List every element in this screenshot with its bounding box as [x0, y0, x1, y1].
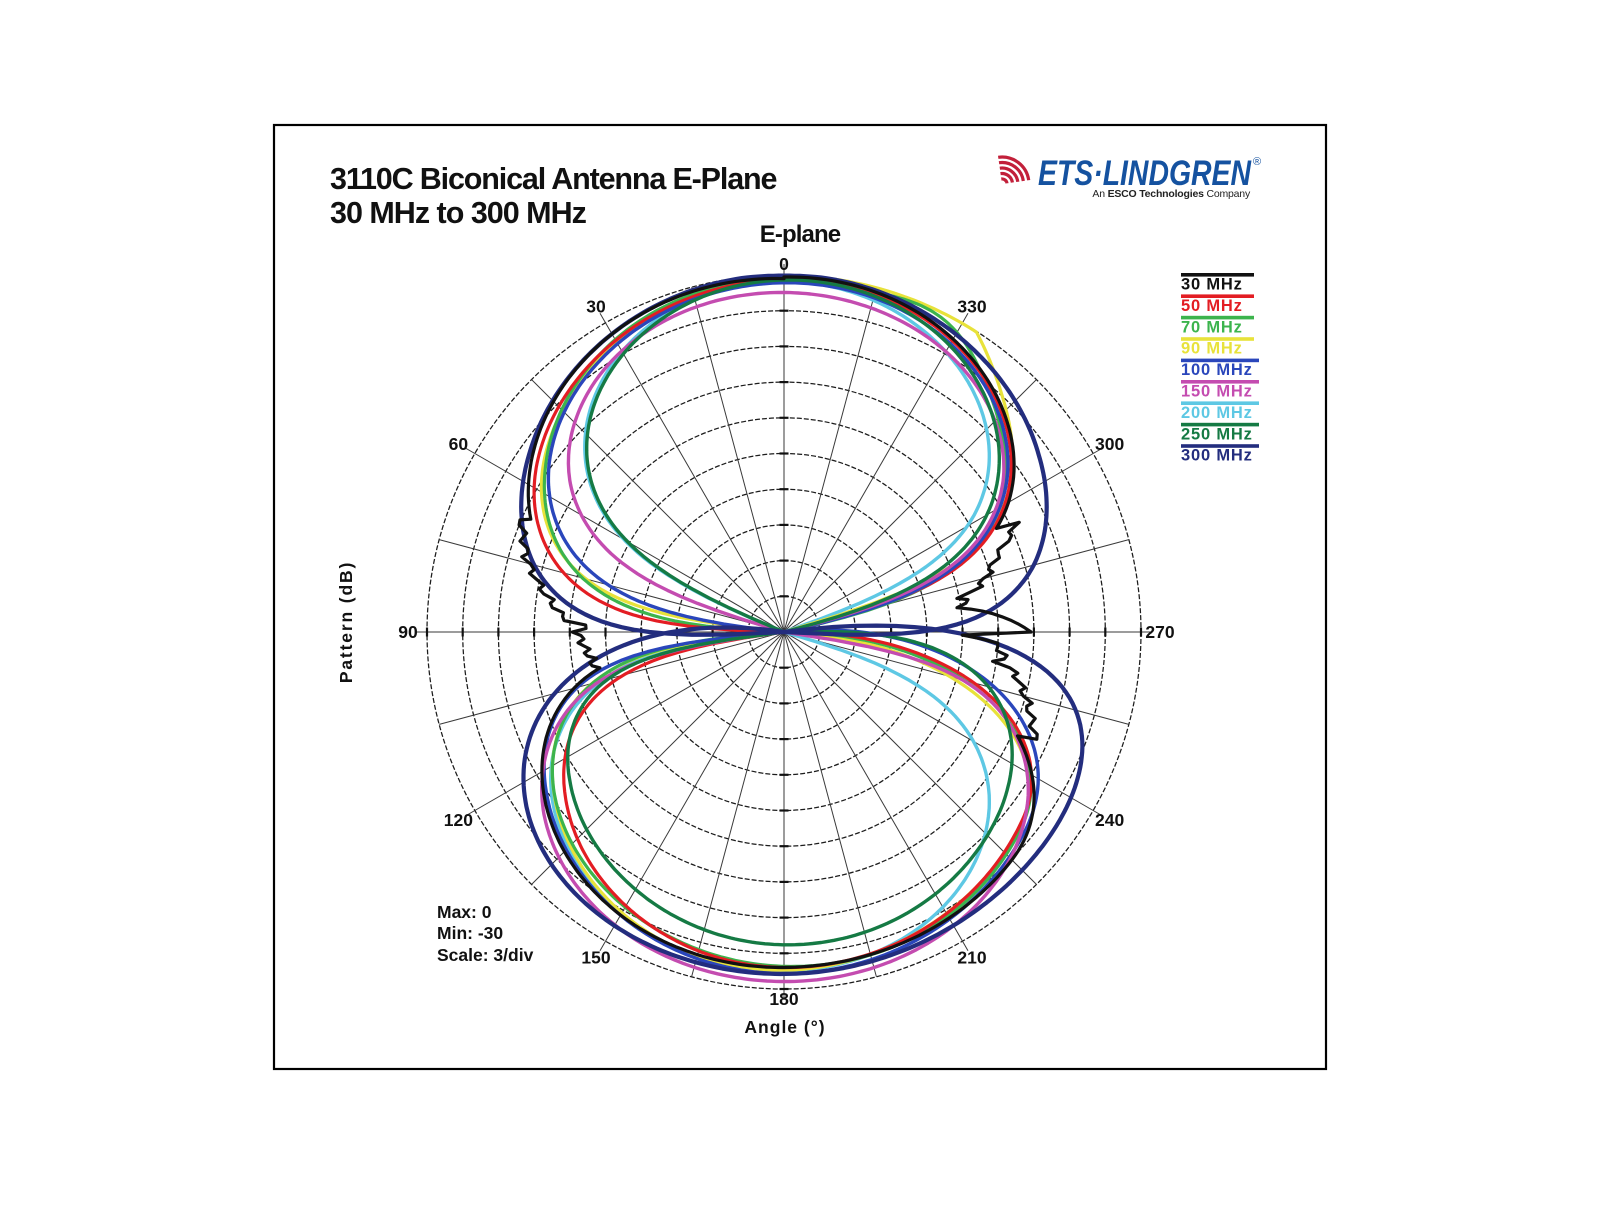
svg-text:150: 150 — [581, 948, 610, 968]
svg-text:An ESCO Technologies Company: An ESCO Technologies Company — [1092, 188, 1251, 200]
svg-text:150 MHz: 150 MHz — [1181, 383, 1253, 401]
svg-text:Scale: 3/div: Scale: 3/div — [437, 945, 534, 965]
svg-text:Angle (°): Angle (°) — [744, 1017, 825, 1037]
svg-text:250 MHz: 250 MHz — [1181, 425, 1253, 443]
svg-text:90 MHz: 90 MHz — [1181, 340, 1243, 358]
svg-text:330: 330 — [957, 296, 986, 316]
svg-text:0: 0 — [779, 254, 789, 274]
svg-text:100 MHz: 100 MHz — [1181, 361, 1253, 379]
svg-text:30 MHz to 300 MHz: 30 MHz to 300 MHz — [330, 196, 587, 230]
svg-text:60: 60 — [449, 434, 469, 454]
svg-text:300 MHz: 300 MHz — [1181, 447, 1253, 465]
svg-text:E-plane: E-plane — [760, 221, 841, 248]
svg-text:30 MHz: 30 MHz — [1181, 276, 1243, 294]
svg-text:ETS·LINDGREN: ETS·LINDGREN — [1038, 154, 1252, 193]
svg-text:30: 30 — [586, 296, 606, 316]
svg-text:180: 180 — [769, 989, 798, 1009]
svg-text:200 MHz: 200 MHz — [1181, 404, 1253, 422]
svg-text:300: 300 — [1095, 434, 1124, 454]
svg-text:50 MHz: 50 MHz — [1181, 297, 1243, 315]
svg-text:3110C Biconical Antenna E-Plan: 3110C Biconical Antenna E-Plane — [330, 162, 776, 196]
svg-text:70 MHz: 70 MHz — [1181, 318, 1243, 336]
svg-text:Max: 0: Max: 0 — [437, 902, 492, 922]
svg-text:120: 120 — [444, 810, 473, 830]
svg-text:210: 210 — [957, 948, 986, 968]
svg-text:Min: -30: Min: -30 — [437, 923, 503, 943]
svg-text:Pattern (dB): Pattern (dB) — [336, 561, 356, 683]
svg-text:270: 270 — [1145, 622, 1174, 642]
svg-text:®: ® — [1253, 156, 1261, 168]
svg-text:90: 90 — [398, 622, 418, 642]
svg-text:240: 240 — [1095, 810, 1124, 830]
